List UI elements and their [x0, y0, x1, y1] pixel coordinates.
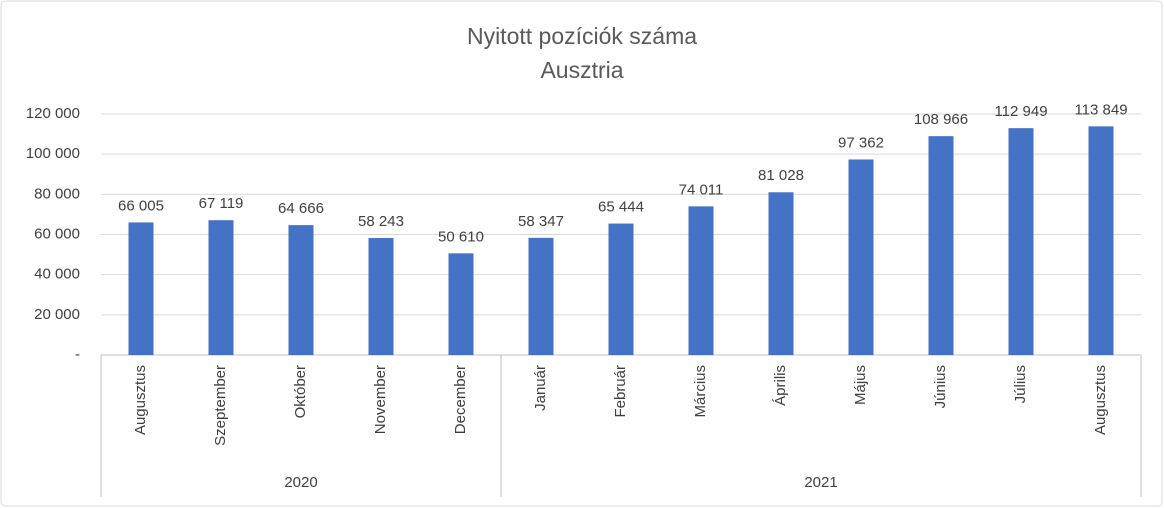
group-label: 2020 [284, 474, 317, 491]
x-tick-label: Május [852, 365, 869, 405]
value-label: 81 028 [758, 167, 804, 184]
bar [128, 222, 154, 355]
x-tick-label: Március [692, 365, 709, 418]
bar [368, 238, 394, 355]
value-label: 74 011 [679, 181, 724, 198]
x-tick-label: Szeptember [212, 365, 229, 446]
y-tick-label: 60 000 [34, 225, 80, 242]
bar [688, 206, 714, 355]
value-label: 97 362 [838, 134, 884, 151]
x-tick-label: Április [772, 365, 789, 406]
chart-subtitle: Ausztria [540, 57, 623, 83]
value-label: 108 966 [914, 111, 968, 128]
x-tick-label: Július [1012, 365, 1029, 403]
x-tick-label: Január [532, 365, 549, 411]
y-tick-label: 20 000 [34, 306, 80, 323]
bar [288, 225, 314, 355]
y-tick-label: 120 000 [26, 105, 80, 122]
bar [528, 237, 554, 355]
y-tick-label: 100 000 [26, 145, 80, 162]
x-tick-label: Február [612, 365, 629, 418]
y-tick-label: 80 000 [34, 185, 80, 202]
bar [768, 192, 794, 355]
value-label: 58 243 [358, 213, 404, 230]
value-label: 64 666 [278, 200, 324, 217]
group-label: 2021 [804, 474, 837, 491]
value-label: 66 005 [118, 197, 164, 214]
x-tick-label: Augusztus [132, 365, 149, 435]
value-label: 65 444 [598, 199, 644, 216]
value-label: 67 119 [199, 195, 244, 212]
value-label: 112 949 [994, 103, 1047, 120]
bar [848, 159, 874, 355]
chart-title: Nyitott pozíciók száma [467, 23, 697, 49]
x-tick-label: Augusztus [1092, 365, 1109, 435]
bar [1008, 128, 1034, 355]
y-tick-label: - [75, 346, 80, 363]
bar [608, 223, 634, 355]
x-tick-label: December [452, 365, 469, 434]
bar [208, 220, 234, 355]
x-tick-label: Június [932, 365, 949, 408]
bar [1088, 126, 1114, 355]
value-label: 113 849 [1074, 101, 1127, 118]
bar [928, 136, 954, 355]
value-label: 58 347 [518, 213, 564, 230]
x-tick-label: Október [292, 365, 309, 418]
value-label: 50 610 [438, 228, 484, 245]
y-tick-label: 40 000 [34, 266, 80, 283]
bar [448, 253, 474, 355]
x-tick-label: November [372, 365, 389, 434]
